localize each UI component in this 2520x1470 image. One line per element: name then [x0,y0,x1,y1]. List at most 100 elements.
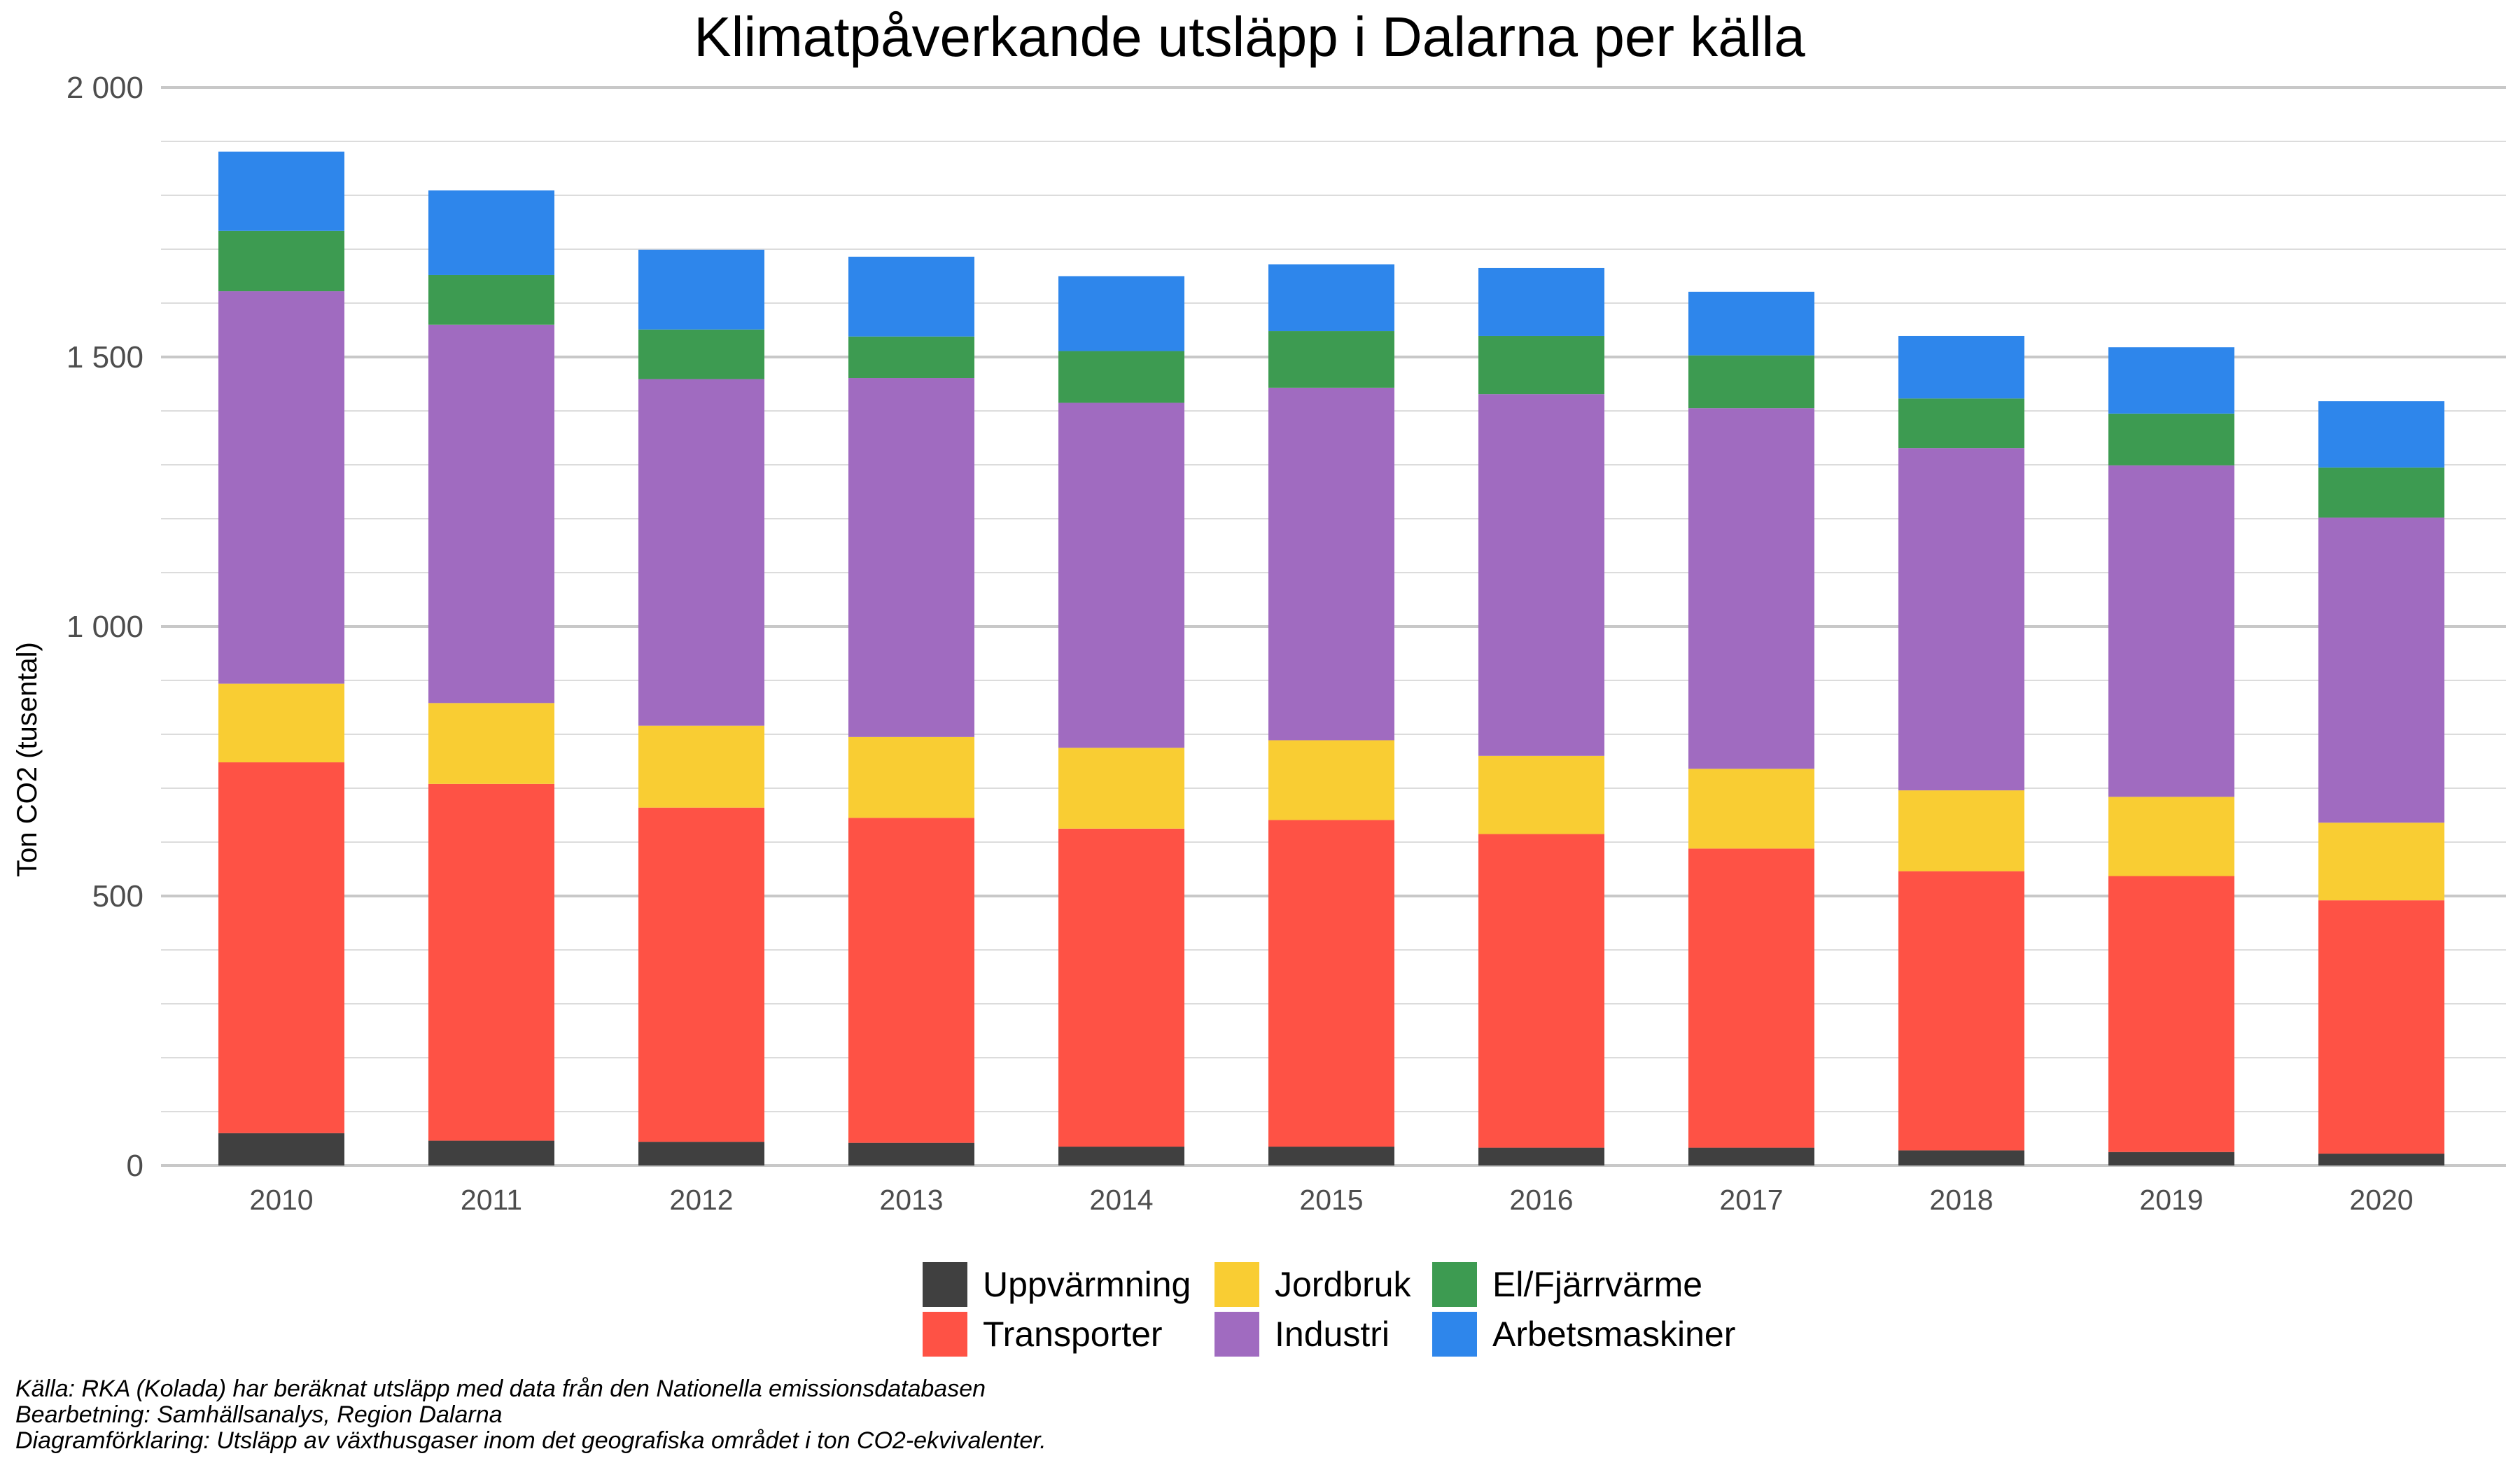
legend-swatch [1214,1312,1259,1357]
legend-label: Jordbruk [1275,1265,1412,1304]
bar-segment [2108,465,2234,797]
bar-segment [2108,797,2234,876]
x-tick-label: 2015 [1299,1184,1363,1216]
bar-segment [428,324,554,704]
bar-segment [1898,448,2024,791]
bar-segment [1268,820,1394,1147]
caption-line: Diagramförklaring: Utsläpp av växthusgas… [15,1427,1046,1454]
bar-segment [1268,331,1394,388]
x-axis-ticks: 2010 2011 2012 2013 2014 2015 2016 2017 2018 2019… [249,1184,2413,1216]
bar-segment [1688,355,1814,409]
bars [218,151,2444,1166]
x-tick-label: 2020 [2349,1184,2413,1216]
x-tick-label: 2013 [879,1184,943,1216]
bar-segment [2318,401,2444,468]
caption-line: Bearbetning: Samhällsanalys, Region Dala… [15,1401,503,1428]
legend-swatch [1432,1262,1477,1307]
bar-segment [2108,413,2234,465]
bar-segment [638,329,764,379]
y-tick-label: 2 000 [66,71,144,105]
bar-segment [2108,1152,2234,1166]
x-tick-label: 2010 [249,1184,313,1216]
caption: Källa: RKA (Kolada) har beräknat utsläpp… [15,1376,1046,1454]
bar-segment [1478,394,1604,756]
bar-segment [2108,876,2234,1152]
legend-label: Industri [1275,1315,1390,1354]
x-tick-label: 2012 [669,1184,733,1216]
bar-segment [428,190,554,275]
y-tick-label: 1 000 [66,610,144,644]
bar-segment [1058,828,1184,1147]
bar-segment [1688,291,1814,356]
bar-segment [1058,748,1184,829]
bar-segment [638,807,764,1142]
legend-label: El/Fjärrvärme [1492,1265,1702,1304]
bar-segment [218,230,344,292]
bar-segment [848,336,974,379]
bar-segment [1898,1150,2024,1166]
bar-segment [2318,517,2444,823]
bar-segment [848,256,974,337]
bar-segment [2318,822,2444,901]
bar-segment [1478,1147,1604,1166]
x-tick-label: 2017 [1719,1184,1783,1216]
legend-swatch [1214,1262,1259,1307]
bar-segment [2108,347,2234,414]
bar-segment [1058,1147,1184,1166]
bar-segment [428,783,554,1141]
bar-segment [218,151,344,231]
bar-segment [1058,402,1184,748]
legend-swatch [1432,1312,1477,1357]
caption-line: Källa: RKA (Kolada) har beräknat utsläpp… [15,1376,986,1402]
bar-segment [1688,408,1814,769]
bar-segment [1058,276,1184,351]
bar-segment [1478,335,1604,395]
bar-segment [2318,900,2444,1154]
bar-segment [1688,848,1814,1148]
legend-label: Uppvärmning [983,1265,1191,1304]
bar-segment [848,1142,974,1166]
y-tick-label: 1 500 [66,340,144,374]
bar-segment [1898,790,2024,872]
bar-segment [218,1133,344,1166]
bar-segment [428,274,554,325]
bar-segment [848,736,974,818]
x-tick-label: 2019 [2139,1184,2203,1216]
bar-segment [1688,769,1814,849]
x-tick-label: 2018 [1929,1184,1993,1216]
bar-segment [2318,467,2444,518]
bar-segment [848,818,974,1143]
y-axis-label: Ton CO2 (tusental) [12,642,43,877]
bar-segment [848,378,974,737]
bar-segment [428,1140,554,1166]
bar-segment [1898,335,2024,399]
bar-segment [1268,1147,1394,1166]
bar-segment [1898,398,2024,449]
bar-segment [638,379,764,726]
y-axis-ticks: 0 500 1 000 1 500 2 000 [66,71,144,1183]
bar-segment [1478,755,1604,834]
y-tick-label: 0 [127,1149,144,1183]
bar-segment [638,1142,764,1166]
bar-segment [1478,267,1604,336]
bar-segment [1898,871,2024,1151]
legend: Uppvärmning Transporter Jordbruk Industri El… [923,1262,1735,1357]
y-tick-label: 500 [92,879,144,913]
x-tick-label: 2014 [1089,1184,1153,1216]
bar-segment [218,762,344,1133]
bar-segment [218,291,344,684]
bar-segment [1268,264,1394,332]
legend-swatch [923,1312,967,1357]
chart-title: Klimatpåverkande utsläpp i Dalarna per k… [694,6,1805,68]
bar-segment [638,725,764,808]
legend-label: Arbetsmaskiner [1492,1315,1735,1354]
bar-segment [638,249,764,330]
bar-segment [1268,740,1394,820]
x-tick-label: 2011 [461,1184,522,1216]
bar-segment [428,703,554,784]
bar-segment [1688,1147,1814,1166]
legend-label: Transporter [983,1315,1163,1354]
bar-segment [1268,387,1394,741]
legend-swatch [923,1262,967,1307]
